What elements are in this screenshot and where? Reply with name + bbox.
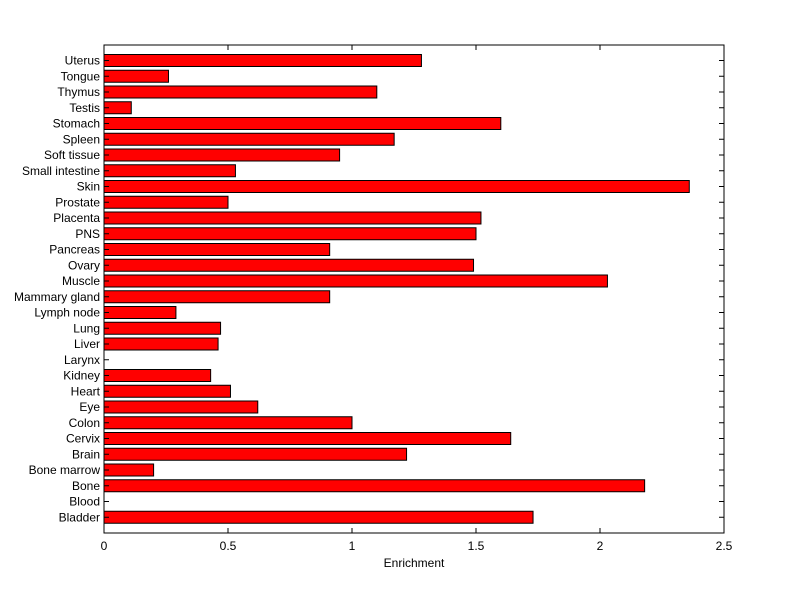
bar-mammary-gland: [103, 290, 331, 304]
bar-pns: [103, 227, 477, 241]
y-tick-label: Uterus: [65, 54, 100, 68]
bar-prostate: [103, 195, 229, 209]
y-tick-label: Kidney: [63, 369, 100, 383]
bar-small-intestine: [103, 164, 236, 178]
y-tick-label: Lung: [73, 321, 100, 335]
y-tick-label: Bladder: [59, 510, 100, 524]
bar-lymph-node: [103, 306, 177, 319]
bar-muscle: [103, 274, 608, 288]
y-tick-label: Mammary gland: [14, 290, 100, 304]
bars-group: [103, 54, 690, 524]
bar-uterus: [103, 54, 422, 67]
bar-kidney: [103, 369, 212, 382]
y-tick-label: Heart: [71, 384, 101, 398]
bar-placenta: [103, 211, 482, 225]
y-tick-label: Eye: [79, 400, 100, 414]
y-tick-label: Brain: [72, 447, 100, 461]
bar-heart: [103, 384, 231, 398]
x-tick-label: 2: [597, 539, 604, 553]
bar-pancreas: [103, 243, 331, 256]
bar-eye: [103, 400, 259, 414]
bar-soft-tissue: [103, 148, 341, 162]
bar-colon: [103, 416, 353, 430]
y-tick-label: Ovary: [68, 258, 100, 272]
y-tick-label: Stomach: [53, 117, 100, 131]
y-tick-label: Prostate: [55, 195, 100, 209]
y-tick-label: Cervix: [66, 432, 100, 446]
x-tick-label: 1.5: [468, 539, 485, 553]
y-tick-label: Bone: [72, 479, 100, 493]
y-tick-label: Bone marrow: [29, 463, 101, 477]
bar-bladder: [103, 510, 534, 524]
x-tick-label: 0: [101, 539, 108, 553]
bar-skin: [103, 180, 690, 193]
y-tick-label: Blood: [69, 495, 100, 509]
x-tick-label: 2.5: [716, 539, 733, 553]
x-tick-label: 1: [349, 539, 356, 553]
bar-liver: [103, 337, 219, 351]
bar-tongue: [103, 69, 169, 83]
bar-spleen: [103, 132, 395, 146]
y-tick-label: Thymus: [57, 85, 100, 99]
y-tick-label: Colon: [69, 416, 100, 430]
bar-bone-marrow: [103, 463, 155, 477]
y-tick-label: Placenta: [53, 211, 100, 225]
bar-cervix: [103, 432, 512, 445]
y-tick-label: Tongue: [61, 69, 101, 83]
y-tick-label: Small intestine: [22, 164, 100, 178]
y-tick-label: Skin: [77, 180, 100, 194]
bar-brain: [103, 447, 408, 461]
y-tick-label: Spleen: [63, 132, 100, 146]
bar-ovary: [103, 258, 475, 272]
x-axis-label: Enrichment: [384, 556, 445, 570]
y-tick-label: Soft tissue: [44, 148, 100, 162]
x-tick-label: 0.5: [220, 539, 237, 553]
bar-lung: [103, 321, 222, 335]
bar-stomach: [103, 117, 502, 130]
bar-thymus: [103, 85, 378, 99]
y-tick-label: PNS: [75, 227, 100, 241]
x-ticks-group: 0 0.5 1 1.5 2 2.5: [101, 45, 733, 553]
y-tick-label: Testis: [69, 101, 100, 115]
y-tick-label: Liver: [74, 337, 100, 351]
y-tick-label: Muscle: [62, 274, 100, 288]
y-tick-label: Larynx: [64, 353, 100, 367]
y-tick-label: Pancreas: [49, 243, 100, 257]
y-tick-label: Lymph node: [34, 306, 100, 320]
bar-bone: [103, 479, 646, 493]
